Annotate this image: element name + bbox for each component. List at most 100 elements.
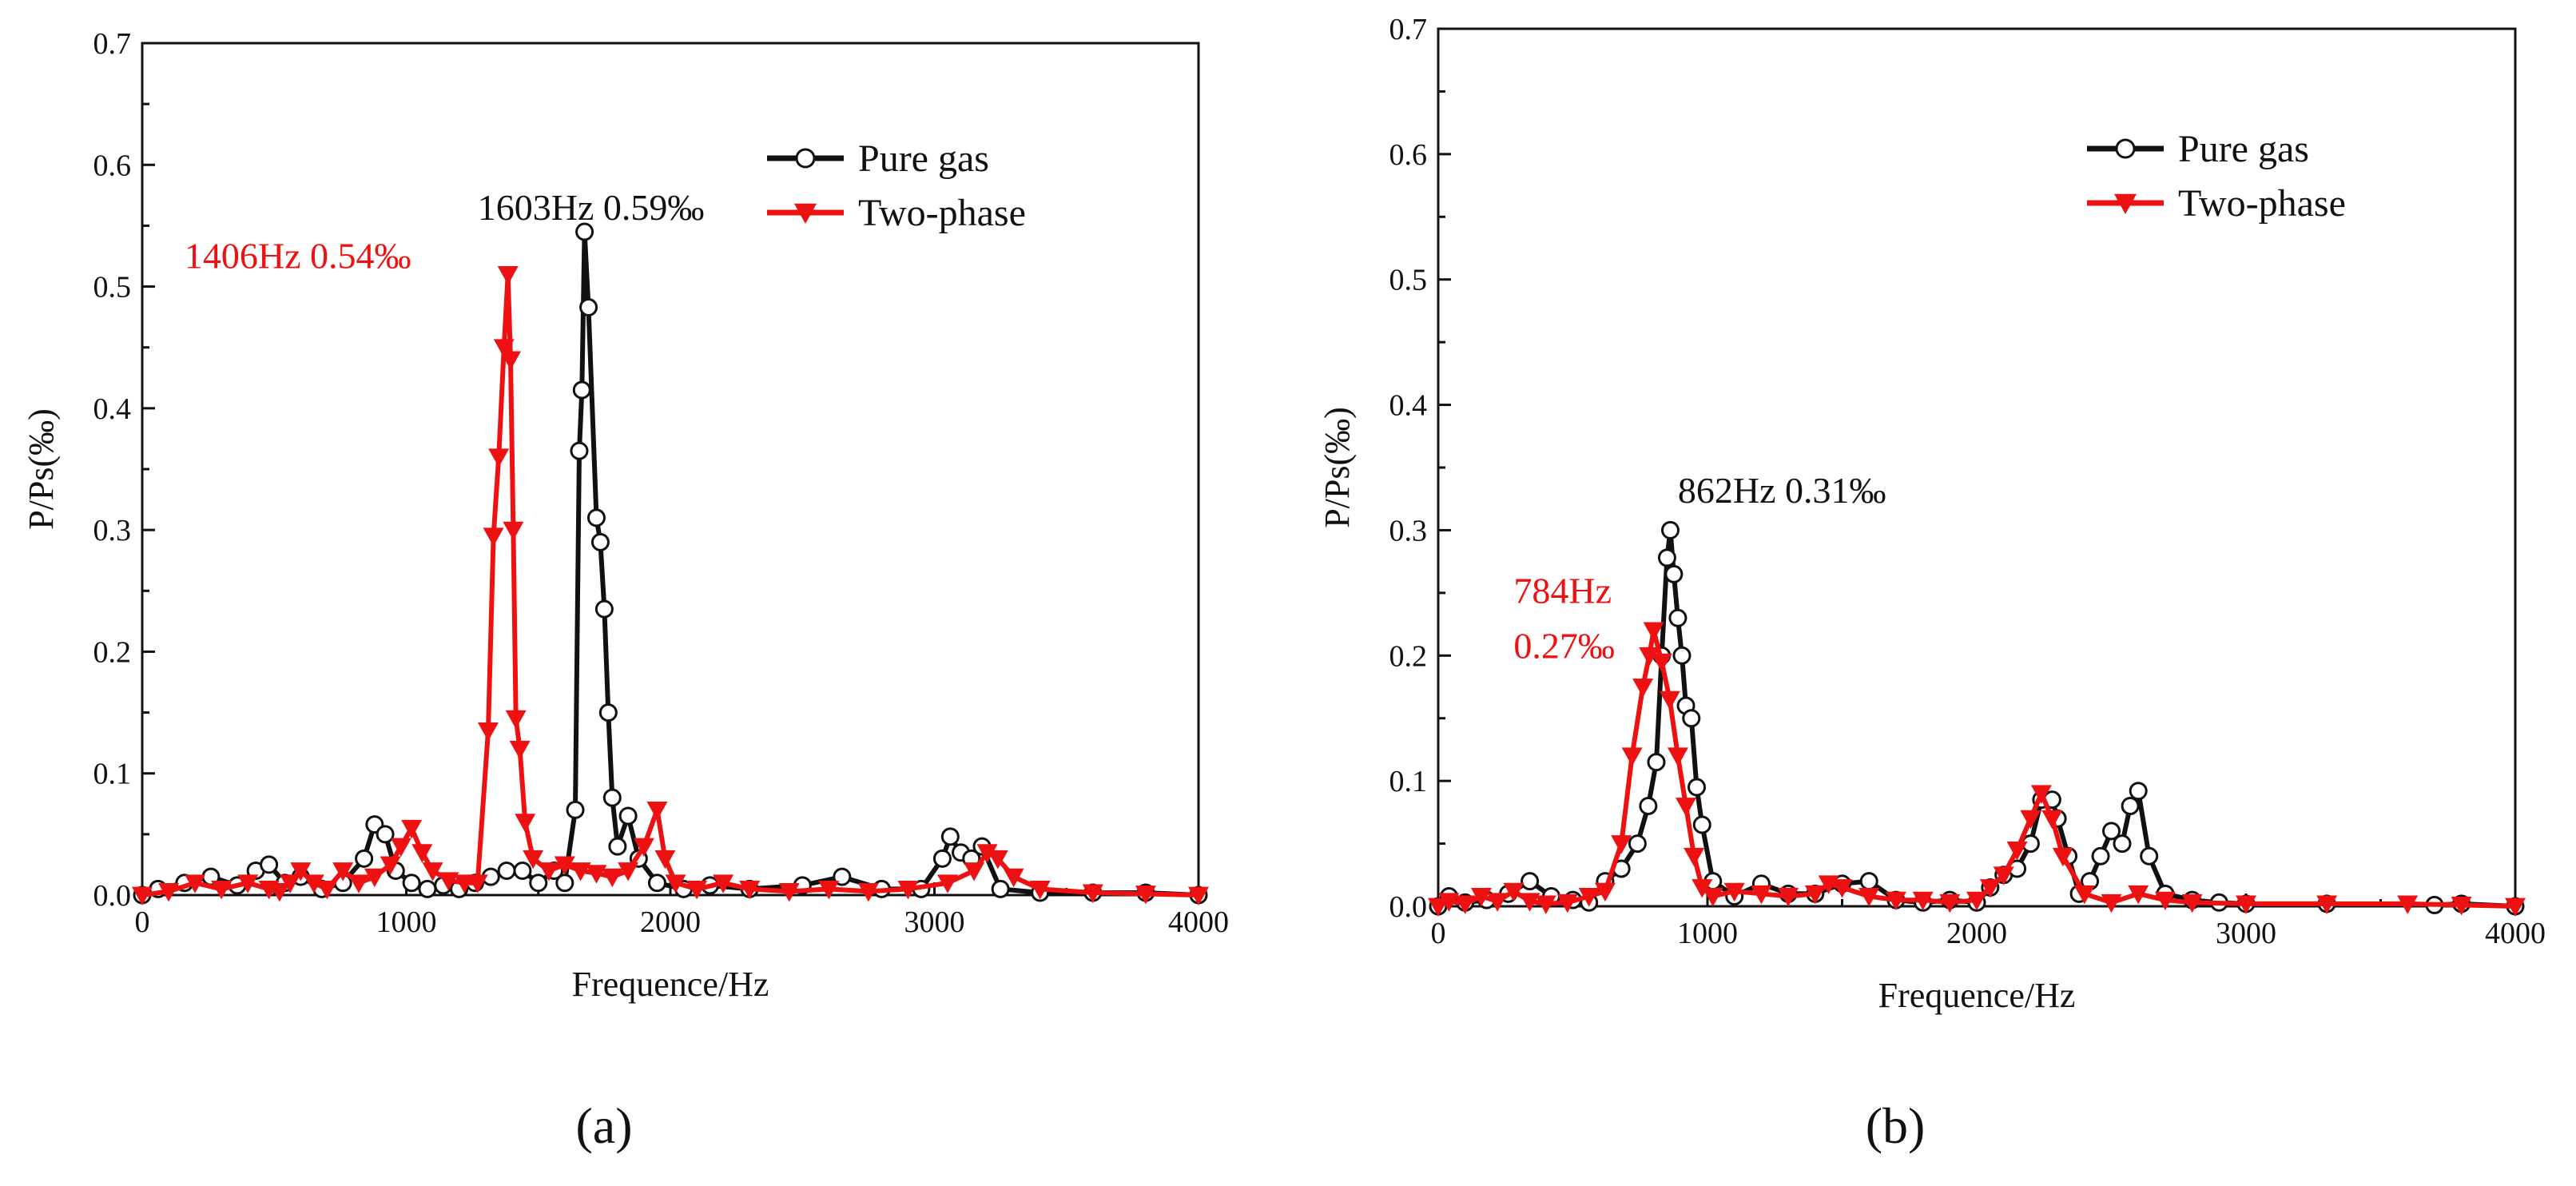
pure-gas-point (555, 874, 574, 893)
two-phase-point (1831, 879, 1853, 898)
pure-gas-point (1692, 815, 1711, 834)
two-phase-point (964, 862, 985, 882)
two-phase-point (1556, 893, 1578, 913)
two-phase-point (380, 856, 401, 875)
pure-gas-point (2091, 846, 2110, 866)
two-phase-point (570, 862, 591, 882)
peak-annotation: 0.27‰ (1513, 625, 1615, 666)
two-phase-point (818, 880, 840, 900)
two-phase-point (633, 838, 654, 858)
pure-gas-point (402, 874, 421, 893)
two-phase-point (1684, 847, 1705, 867)
pure-gas-point (586, 508, 606, 527)
two-phase-point (654, 850, 676, 870)
peak-annotation: 1603Hz 0.59‰ (478, 187, 705, 228)
x-tick-label: 3000 (2216, 917, 2276, 950)
two-phase-point (1611, 835, 1632, 854)
two-phase-point (1651, 653, 1672, 673)
pure-gas-point (260, 855, 279, 874)
two-phase-point (2041, 810, 2063, 830)
two-phase-point (2101, 893, 2122, 913)
x-tick-label: 3000 (904, 905, 965, 939)
legend-two-phase-label: Two-phase (858, 192, 1026, 234)
pure-gas-point (991, 879, 1010, 898)
two-phase-point (1135, 886, 1156, 905)
pure-gas-point (2113, 834, 2132, 854)
two-phase-point (2052, 847, 2073, 867)
panel-a: 0 1000 2000 3000 4000 0.0 0.1 0.2 0.3 0.4 0.5 0.6 0.… (22, 27, 1229, 1004)
pure-gas-point (497, 862, 516, 881)
pure-gas-point (647, 874, 666, 893)
two-phase-point (515, 814, 536, 833)
pure-gas-point (376, 825, 395, 844)
two-phase-point (483, 527, 504, 547)
two-phase-point (158, 883, 180, 902)
pure-gas-point (1660, 520, 1680, 539)
pure-gas-point (1639, 797, 1658, 816)
two-phase-point (509, 740, 531, 760)
two-phase-point (132, 886, 153, 905)
two-phase-point (1029, 880, 1051, 900)
x-axis-title: Frequence/Hz (572, 965, 769, 1004)
two-phase-point (538, 862, 559, 882)
two-phase-point (897, 880, 919, 900)
two-phase-point (1659, 691, 1680, 710)
two-phase-point (290, 862, 312, 882)
y-tick-label: 0.4 (1389, 389, 1428, 423)
two-phase-point (488, 448, 510, 468)
pure-gas-point (618, 806, 638, 826)
two-phase-point (1454, 895, 1476, 914)
two-phase-point (713, 874, 734, 893)
pure-gas-point (598, 703, 618, 722)
peak-annotation: 1406Hz 0.54‰ (185, 236, 411, 277)
pure-gas-point (1672, 646, 1691, 665)
two-phase-point (422, 862, 443, 882)
two-phase-point (2397, 895, 2419, 914)
legend: Pure gas Two-phase (767, 137, 1026, 234)
peak-annotation: 784Hz (1513, 570, 1612, 611)
two-phase-point (2505, 897, 2526, 917)
two-phase-point (411, 844, 433, 863)
two-phase-point (477, 722, 499, 742)
y-tick-label: 0.3 (1389, 514, 1428, 547)
x-tick-label: 2000 (640, 905, 701, 939)
y-axis-title: P/Ps(‰) (22, 408, 61, 530)
two-phase-point (1751, 885, 1772, 905)
pure-gas-point (1668, 608, 1688, 627)
peak-annotation: 862Hz 0.31‰ (1678, 470, 1886, 511)
panel-b: 0 1000 2000 3000 4000 0.0 0.1 0.2 0.3 0.4 0.5 0.6 0.… (1318, 13, 2546, 1015)
two-phase-point (1519, 893, 1540, 912)
pure-gas-point (594, 599, 614, 619)
legend-two-phase-label: Two-phase (2178, 182, 2346, 225)
y-tick-label: 0.6 (1389, 138, 1428, 172)
two-phase-point (1503, 882, 1525, 902)
two-phase-point (2236, 895, 2256, 914)
two-phase-point (1804, 885, 1826, 905)
two-phase-point (987, 850, 1008, 870)
two-phase-point (2006, 842, 2028, 861)
two-phase-point (618, 862, 639, 882)
y-tick-label: 0.4 (93, 392, 132, 426)
two-phase-point (2073, 885, 2095, 905)
two-phase-point (237, 874, 259, 893)
y-tick-label: 0.7 (1389, 13, 1428, 46)
x-axis-title: Frequence/Hz (1878, 976, 2076, 1015)
pure-gas-point (1521, 872, 1540, 891)
two-phase-point (646, 802, 668, 821)
y-tick-label: 0.2 (93, 635, 132, 669)
two-phase-point (1535, 895, 1556, 914)
two-phase-point (2128, 885, 2149, 905)
pure-gas-point (1859, 872, 1878, 891)
pure-gas-point (575, 222, 594, 241)
pure-gas-point (932, 849, 952, 868)
pure-gas-point (1688, 778, 1707, 797)
y-tick-label: 0.6 (93, 149, 132, 182)
two-phase-point (364, 868, 385, 888)
two-phase-point (1470, 888, 1492, 907)
two-phase-point (1487, 893, 1509, 912)
pure-gas-point (940, 827, 960, 846)
pure-gas-point (2102, 822, 2121, 841)
y-tick-label: 0.2 (1389, 639, 1428, 673)
